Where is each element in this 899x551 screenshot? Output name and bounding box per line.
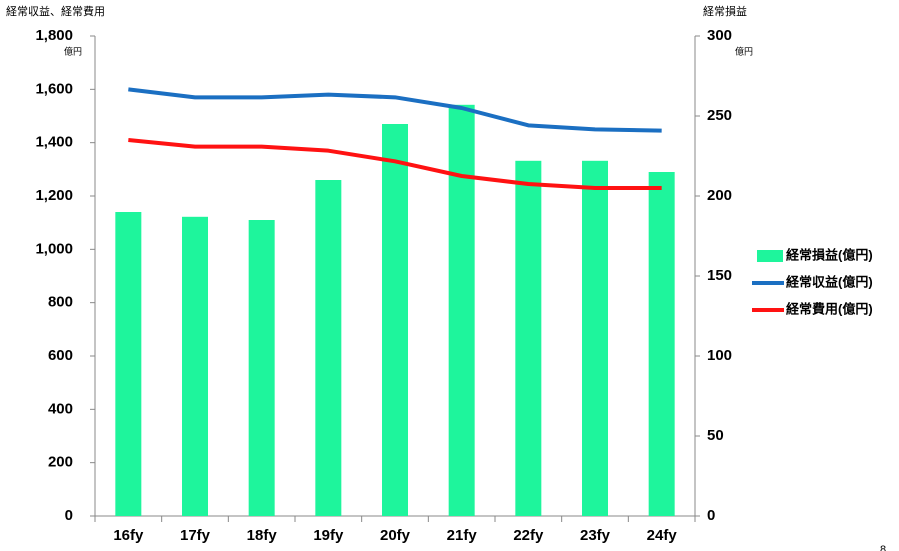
legend-label: 経常収益(億円) [786, 274, 873, 289]
bar [515, 160, 542, 517]
page-number: 8 [880, 544, 886, 551]
y-tick-label: 1,600 [35, 80, 73, 97]
x-tick-label: 20fy [380, 527, 411, 544]
y2-tick-label: 50 [707, 427, 724, 444]
x-tick-label: 21fy [447, 527, 478, 544]
y2-tick-label: 100 [707, 347, 732, 364]
y-tick-label: 600 [48, 347, 73, 364]
y2-tick-label: 150 [707, 267, 732, 284]
y2-axis-label: 経常損益 [703, 4, 747, 18]
y-tick-label: 1,400 [35, 134, 73, 151]
y2-tick-label: 200 [707, 187, 732, 204]
line [128, 138, 662, 190]
bar [315, 180, 342, 516]
y2-tick-label: 250 [707, 107, 732, 124]
y2-tick-label: 0 [707, 507, 715, 524]
legend-label: 経常損益(億円) [786, 247, 873, 262]
y2-tick-label: 300 [707, 27, 732, 44]
bar [648, 172, 675, 516]
y-tick-label: 1,800 [35, 27, 73, 44]
bar [382, 124, 408, 516]
x-tick-label: 23fy [580, 527, 611, 544]
bar [248, 220, 275, 516]
x-tick-label: 24fy [647, 527, 678, 544]
x-tick-label: 22fy [513, 527, 544, 544]
bar [115, 212, 142, 516]
y2-unit: 億円 [735, 45, 753, 56]
y-tick-label: 1,200 [35, 187, 73, 204]
bar [182, 216, 208, 517]
y-unit: 億円 [64, 45, 82, 56]
bar [582, 160, 608, 517]
y-axis-label: 経常収益、経常費用 [6, 4, 105, 18]
legend-swatch [757, 250, 783, 262]
y-tick-label: 200 [48, 454, 73, 471]
y-tick-label: 1,000 [35, 240, 73, 257]
x-tick-label: 16fy [113, 527, 144, 544]
legend-label: 経常費用(億円) [786, 301, 873, 316]
x-tick-label: 17fy [180, 527, 211, 544]
bar [448, 104, 475, 517]
y-tick-label: 400 [48, 400, 73, 417]
x-tick-label: 18fy [247, 527, 278, 544]
y-tick-label: 0 [65, 507, 73, 524]
line [128, 87, 662, 133]
y-tick-label: 800 [48, 294, 73, 311]
x-tick-label: 19fy [313, 527, 344, 544]
